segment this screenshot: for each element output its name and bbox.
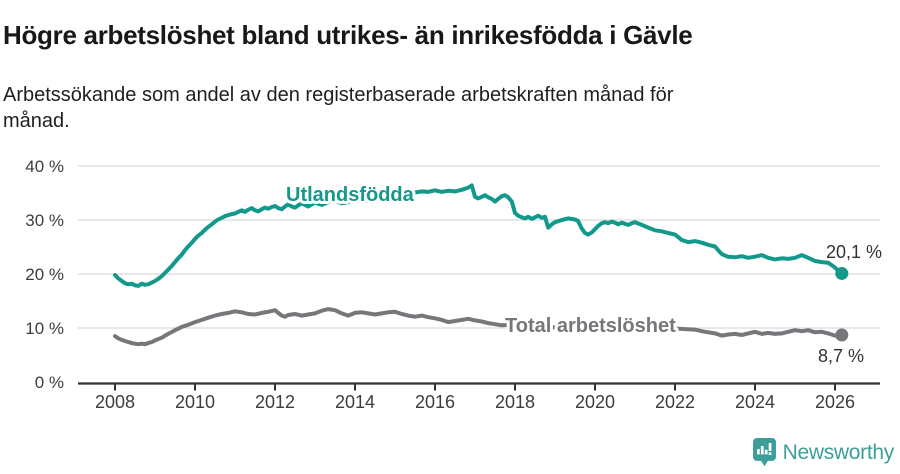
y-tick-label-40: 40 % <box>25 157 64 176</box>
series-label-utlandsfodda: Utlandsfödda <box>286 184 415 206</box>
end-value-label-utlandsfodda: 20,1 % <box>826 242 882 262</box>
x-tick-label-2018: 2018 <box>495 392 535 412</box>
logo-bar-3 <box>764 449 768 455</box>
y-tick-label-20: 20 % <box>25 265 64 284</box>
x-tick-label-2012: 2012 <box>255 392 295 412</box>
newsworthy-branding: Newsworthy <box>752 438 895 467</box>
y-tick-label-0: 0 % <box>35 373 64 392</box>
x-tick-label-2016: 2016 <box>415 392 455 412</box>
y-tick-label-10: 10 % <box>25 319 64 338</box>
chart-title: Högre arbetslöshet bland utrikes- än inr… <box>3 20 693 51</box>
logo-bar-1 <box>756 449 760 455</box>
series-end-dot-total <box>835 328 849 342</box>
x-tick-label-2010: 2010 <box>175 392 215 412</box>
x-tick-label-2022: 2022 <box>655 392 695 412</box>
x-tick-label-2020: 2020 <box>575 392 615 412</box>
chart-subtitle: Arbetssökande som andel av den registerb… <box>3 84 674 132</box>
x-tick-label-2024: 2024 <box>735 392 775 412</box>
logo-exclamation-dot <box>768 452 772 456</box>
x-tick-label-2008: 2008 <box>95 392 135 412</box>
series-line-total <box>113 307 844 347</box>
chart-svg: 0 % 10 % 20 % 30 % 40 % 2008 2010 2012 2014 2016 2… <box>25 157 882 412</box>
logo-exclamation-bar <box>768 442 772 451</box>
newsworthy-logo-icon <box>752 438 776 467</box>
series-label-total: Total arbetslöshet <box>505 315 676 337</box>
x-tick-label-2014: 2014 <box>335 392 375 412</box>
end-value-label-total: 8,7 % <box>818 346 864 366</box>
newsworthy-wordmark: Newsworthy <box>782 440 895 464</box>
x-tick-label-2026: 2026 <box>815 392 855 412</box>
logo-bubble-shape <box>752 438 776 467</box>
series-end-dot-utlandsfodda <box>835 266 849 280</box>
y-tick-label-30: 30 % <box>25 211 64 230</box>
logo-bar-2 <box>760 446 764 455</box>
series-line-utlandsfodda <box>113 183 844 288</box>
